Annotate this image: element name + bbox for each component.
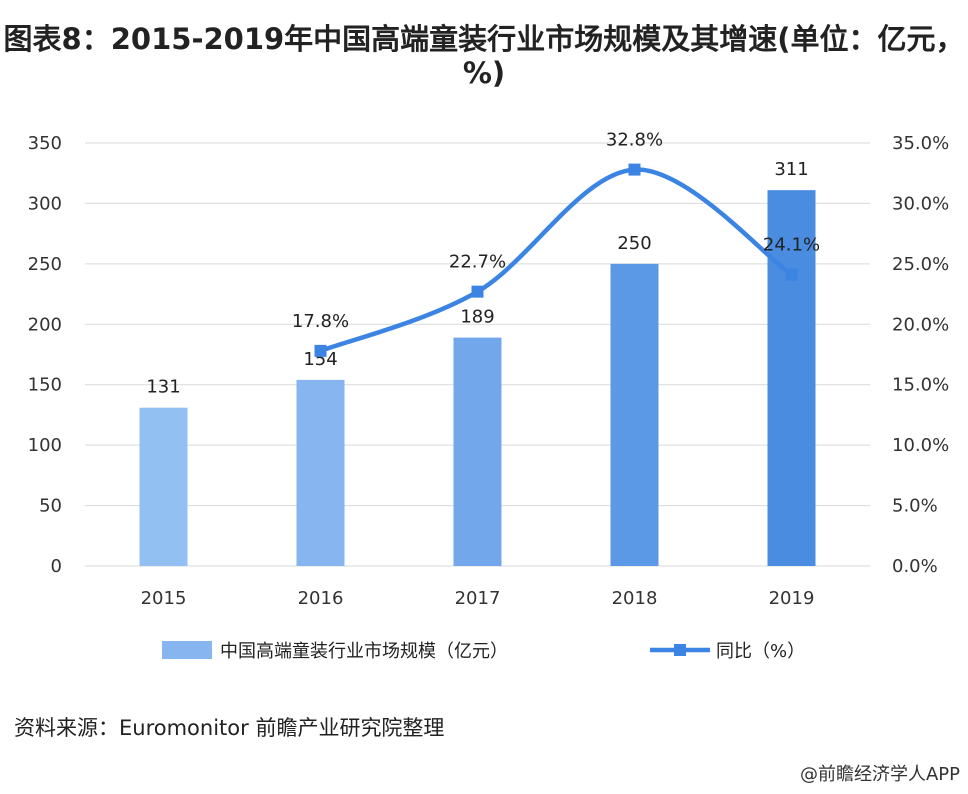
- chart-title: 图表8：2015-2019年中国高端童装行业市场规模及其增速(单位：亿元，%): [3, 22, 965, 90]
- line-marker: [471, 285, 484, 298]
- chart: 0 50 100 150 200 250 300 350 0.0% 5.0% 10.0% 15.0% 2…: [28, 130, 950, 662]
- line-marker: [628, 163, 641, 176]
- credit: @前瞻经济学人APP: [799, 764, 960, 785]
- right-axis-tick: 5.0%: [892, 496, 938, 517]
- bar: [767, 190, 816, 567]
- right-axis-tick: 20.0%: [892, 314, 949, 335]
- line-marker: [785, 268, 798, 281]
- left-axis-tick: 100: [28, 435, 62, 456]
- x-axis-tick: 2019: [769, 588, 815, 609]
- bar-label: 311: [774, 159, 808, 180]
- left-axis-tick: 150: [28, 375, 62, 396]
- line-label: 22.7%: [449, 252, 506, 273]
- line-series: [319, 167, 793, 353]
- right-axis-tick: 15.0%: [892, 375, 949, 396]
- legend-label-bar: 中国高端童装行业市场规模（亿元）: [220, 641, 508, 662]
- left-axis-tick: 0: [51, 556, 62, 577]
- legend-swatch-bar: [162, 641, 212, 659]
- bar: [610, 263, 659, 566]
- x-axis-tick: 2016: [298, 588, 344, 609]
- legend-marker-line: [674, 644, 686, 656]
- bar-label: 250: [617, 233, 651, 254]
- x-axis-tick: 2015: [141, 588, 187, 609]
- left-axis-tick: 300: [28, 193, 62, 214]
- right-axis-tick: 30.0%: [892, 193, 949, 214]
- right-axis-tick: 35.0%: [892, 133, 949, 154]
- bar-label: 189: [460, 307, 494, 328]
- left-axis-tick: 250: [28, 254, 62, 275]
- bar: [139, 407, 188, 566]
- bar: [296, 379, 345, 566]
- bar-label: 131: [146, 377, 180, 398]
- x-axis-tick: 2018: [612, 588, 658, 609]
- bar: [453, 337, 502, 566]
- right-axis-tick: 10.0%: [892, 435, 949, 456]
- bar-label: 154: [303, 349, 337, 370]
- x-axis-tick: 2017: [455, 588, 501, 609]
- source-note: 资料来源：Euromonitor 前瞻产业研究院整理: [14, 716, 445, 740]
- line-label: 32.8%: [606, 130, 663, 151]
- line-label: 24.1%: [763, 235, 820, 256]
- legend-label-line: 同比（%）: [716, 641, 805, 662]
- line-label: 17.8%: [292, 311, 349, 332]
- line-marker: [314, 344, 327, 357]
- left-axis-tick: 350: [28, 133, 62, 154]
- right-axis-tick: 0.0%: [892, 556, 938, 577]
- left-axis-tick: 200: [28, 314, 62, 335]
- right-axis-tick: 25.0%: [892, 254, 949, 275]
- left-axis-tick: 50: [39, 496, 62, 517]
